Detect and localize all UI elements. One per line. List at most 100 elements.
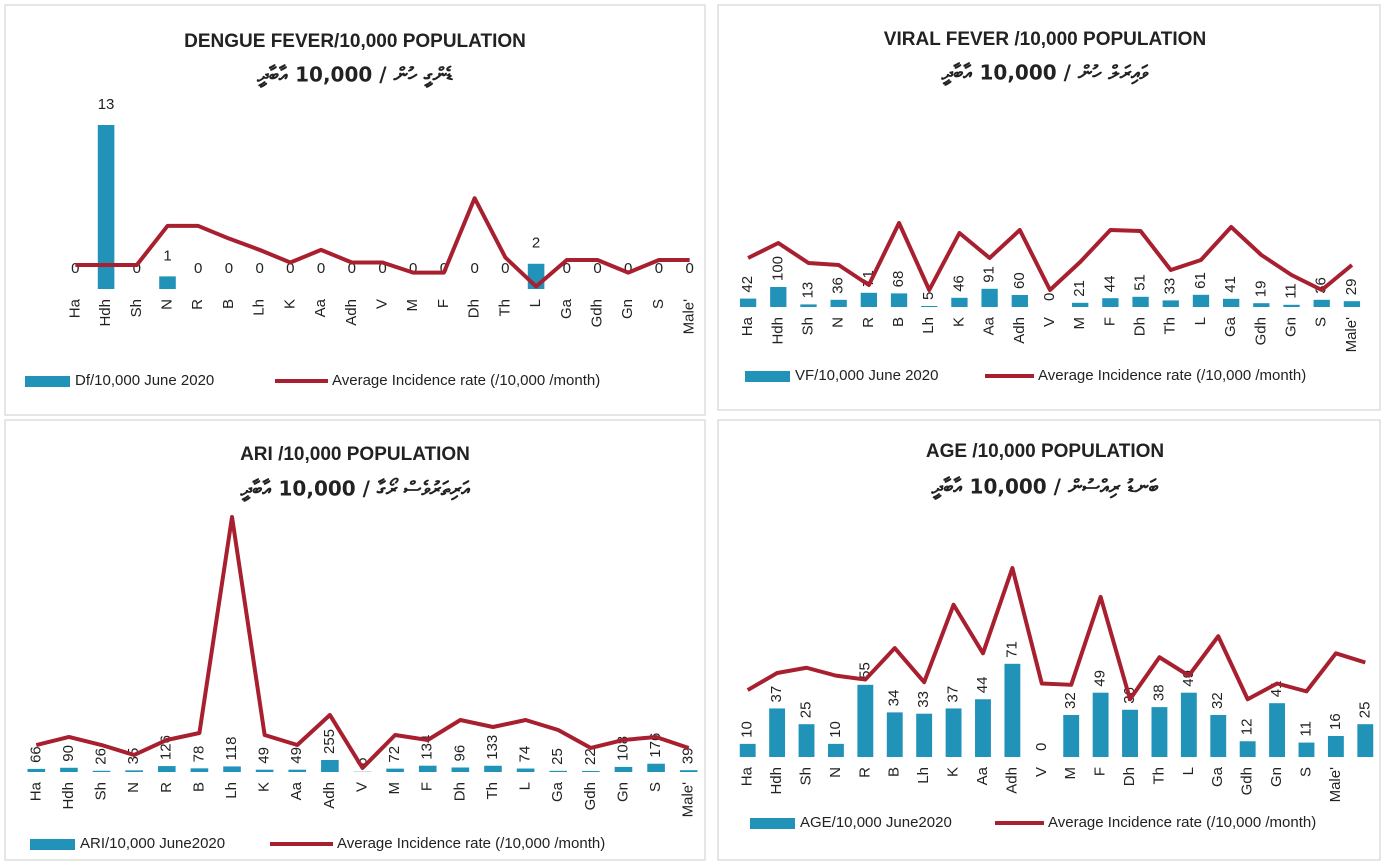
bar <box>798 724 815 757</box>
bar <box>647 763 665 772</box>
x-tick-label: R <box>189 299 206 310</box>
x-tick-label: Dh <box>1121 767 1138 786</box>
panel <box>4 419 706 861</box>
x-tick-label: Ga <box>558 298 575 319</box>
x-tick-label: Gdh <box>1239 767 1256 795</box>
data-label: 49 <box>1092 670 1109 687</box>
bar <box>223 766 241 772</box>
bar <box>614 766 633 772</box>
data-label: 34 <box>886 690 903 707</box>
bar <box>890 293 908 307</box>
chart-subtitle: ވައިރަލް ހުން / 10,000 އާބާދީ <box>940 61 1149 88</box>
x-tick-label: Ha <box>66 298 83 318</box>
data-label: 0 <box>317 260 325 277</box>
data-label: 68 <box>890 271 907 288</box>
x-tick-label: Aa <box>981 316 998 335</box>
x-tick-label: K <box>281 299 298 309</box>
x-tick-label: Gn <box>619 299 636 319</box>
chart-subtitle: އަރިތަރުވެސް ރޯގާ / 10,000 އާބާދީ <box>239 477 471 504</box>
line <box>747 221 1354 292</box>
data-label: 39 <box>680 747 697 764</box>
bar <box>1253 303 1270 307</box>
x-tick-label: Ha <box>739 316 756 336</box>
x-tick-label: Lh <box>915 767 932 784</box>
bar <box>981 288 998 307</box>
bar <box>769 708 786 757</box>
bar <box>190 768 209 772</box>
x-tick-label: N <box>158 299 175 310</box>
data-label: 74 <box>517 746 534 763</box>
line <box>35 515 690 771</box>
data-label: 0 <box>655 260 663 277</box>
x-tick-label: Ga <box>1222 316 1239 337</box>
x-tick-label: V <box>353 782 370 792</box>
data-label: 25 <box>549 748 566 765</box>
data-label: 0 <box>409 260 417 277</box>
x-tick-label: B <box>886 767 903 777</box>
x-tick-label: B <box>190 782 207 792</box>
bar <box>1063 715 1080 757</box>
data-label: 1 <box>163 247 171 264</box>
bar <box>1011 295 1028 307</box>
x-tick-label: M <box>1062 767 1079 780</box>
data-label: 0 <box>286 260 294 277</box>
bar <box>255 769 274 772</box>
data-label: 0 <box>378 260 386 277</box>
data-label: 46 <box>950 275 967 292</box>
x-tick-label: S <box>1297 767 1314 777</box>
legend-swatch <box>25 376 70 387</box>
data-label: 100 <box>769 256 786 281</box>
bar <box>1210 715 1227 757</box>
data-label: 44 <box>1101 276 1118 293</box>
data-label: 0 <box>194 260 202 277</box>
bar <box>1132 296 1149 307</box>
x-tick-label: Th <box>484 782 501 800</box>
x-tick-label: Gdh <box>588 299 605 327</box>
bar <box>97 125 115 289</box>
data-label: 51 <box>1132 274 1149 291</box>
x-tick-label: K <box>256 782 273 792</box>
data-label: 11 <box>1282 283 1299 299</box>
bar <box>1239 741 1256 757</box>
legend-swatch <box>750 818 795 829</box>
data-label: 44 <box>974 677 991 694</box>
x-tick-label: Sh <box>797 767 814 785</box>
bar <box>921 306 938 307</box>
data-label: 21 <box>1071 280 1088 297</box>
bar <box>857 684 874 757</box>
data-label: 26 <box>93 748 110 765</box>
x-tick-label: L <box>527 299 544 307</box>
x-tick-label: Dh <box>1132 317 1149 336</box>
x-tick-label: Gn <box>614 782 631 802</box>
x-tick-label: Sh <box>799 317 816 335</box>
x-tick-label: F <box>419 782 436 791</box>
x-tick-label: Aa <box>974 766 991 785</box>
data-label: 0 <box>501 260 509 277</box>
x-tick-label: Adh <box>343 299 360 326</box>
data-label: 0 <box>563 260 571 277</box>
x-tick-label: S <box>1313 317 1330 327</box>
bar <box>1004 663 1021 757</box>
data-label: 11 <box>1297 721 1314 737</box>
line <box>746 566 1366 702</box>
x-tick-label: B <box>890 317 907 327</box>
x-tick-label: F <box>1101 317 1118 326</box>
panel <box>717 4 1381 411</box>
chart-subtitle: ބަނޑު ރިއްސުން / 10,000 އާބާދީ <box>930 475 1158 502</box>
x-tick-label: Gn <box>1282 317 1299 337</box>
bar <box>1357 724 1374 757</box>
data-label: 255 <box>321 729 338 754</box>
x-tick-label: Adh <box>321 782 338 809</box>
x-tick-label: N <box>827 767 844 778</box>
data-label: 2 <box>532 235 540 252</box>
data-label: 90 <box>60 745 77 762</box>
bar <box>484 765 502 772</box>
x-tick-label: Ha <box>739 766 756 786</box>
data-label: 33 <box>1162 278 1179 295</box>
bar <box>288 769 307 772</box>
data-label: 16 <box>1327 713 1344 730</box>
bar <box>860 292 878 307</box>
bar <box>321 760 339 772</box>
x-tick-label: Male' <box>680 782 697 818</box>
bar <box>679 770 698 772</box>
